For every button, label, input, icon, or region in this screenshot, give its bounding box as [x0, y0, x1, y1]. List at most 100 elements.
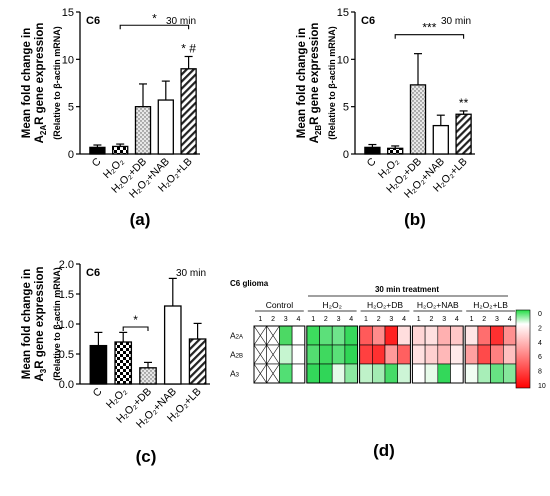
heatmap-cell [331, 363, 346, 384]
column-label: 1 [470, 316, 474, 323]
bar-chart-1: 0 5 10 15 Mean fold change inA2AR gene expre… [21, 7, 200, 229]
y-tick-label: 5 [68, 102, 74, 114]
heatmap-cell [306, 344, 320, 365]
bracket-label: *** [422, 21, 436, 35]
column-label: 1 [364, 316, 368, 323]
column-label: 3 [442, 316, 446, 323]
heatmap-cell [477, 325, 491, 346]
bar [89, 344, 108, 385]
column-label: 4 [455, 316, 459, 323]
column-label: 4 [402, 316, 406, 323]
group-label: H₂O₂ [323, 300, 342, 310]
heatmap-cell [384, 363, 398, 384]
colorbar-tick-label: 0 [538, 311, 542, 318]
heatmap-cell [291, 344, 306, 365]
bar [387, 147, 404, 155]
y-tick-label: 10 [337, 54, 349, 66]
significance-bracket [394, 34, 465, 39]
bar [89, 146, 106, 155]
heatmap-cell [291, 363, 306, 384]
significance-label: ** [459, 96, 469, 110]
heatmap-cell [344, 363, 358, 384]
y-tick-label: 2.0 [59, 259, 74, 271]
row-label: A2B [230, 350, 243, 360]
bar [114, 341, 133, 385]
row-label: A2A [230, 331, 243, 341]
y-axis-label: Mean fold change inA2AR gene expression [21, 23, 48, 144]
missing-mark [266, 363, 280, 384]
heatmap-cell [490, 363, 504, 384]
bar-chart-3: 0.0 0.5 1.0 1.5 2.0 Mean fold change inA3R ge… [21, 259, 210, 466]
category-label: C [91, 385, 105, 399]
heatmap-cell [437, 344, 451, 365]
heatmap-cell [319, 363, 333, 384]
colorbar [515, 309, 531, 389]
panel-label: (d) [373, 441, 395, 460]
significance-bracket [122, 326, 149, 331]
column-label: 1 [417, 316, 421, 323]
colorbar-tick-label: 2 [538, 325, 542, 332]
significance-label: * # [181, 41, 196, 55]
colorbar-tick-label: 6 [538, 354, 542, 361]
heatmap-cell [437, 363, 451, 384]
y-tick-label: 10 [62, 54, 74, 66]
heatmap-cell [279, 363, 293, 384]
y-axis-sublabel: (Relative to β-actin mRNA) [52, 26, 62, 140]
y-tick-label: 1.5 [59, 289, 74, 301]
heatmap-cell [502, 325, 517, 346]
bar [139, 367, 157, 385]
column-label: 2 [271, 316, 275, 323]
column-label: 1 [258, 316, 262, 323]
heatmap-cell [490, 344, 504, 365]
bar [112, 145, 129, 155]
time-label: 30 min [441, 16, 471, 27]
missing-mark [253, 344, 267, 365]
column-label: 2 [324, 316, 328, 323]
time-label: 30 min [176, 268, 206, 279]
heatmap-cell [291, 325, 306, 346]
y-tick-label: 0.0 [59, 379, 74, 391]
y-axis-sublabel: (Relative to β-actin mRNA) [327, 26, 337, 140]
column-label: 1 [311, 316, 315, 323]
heatmap-cell [372, 325, 386, 346]
bar [455, 113, 472, 155]
y-tick-label: 15 [337, 7, 349, 19]
time-label: 30 min [166, 16, 196, 27]
heatmap-cell [424, 344, 439, 365]
missing-mark [253, 325, 267, 346]
heatmap-cell [450, 344, 464, 365]
column-label: 3 [389, 316, 393, 323]
bar [180, 68, 197, 155]
heatmap-cell [344, 325, 358, 346]
column-label: 4 [508, 316, 512, 323]
bar-chart-2: 0 5 10 15 Mean fold change inA2BR gene expre… [296, 7, 475, 229]
group-outline [359, 325, 411, 384]
heatmap-cell [344, 344, 358, 365]
heatmap-cell [331, 325, 346, 346]
group-outline [411, 325, 464, 384]
heatmap-cell [464, 325, 479, 346]
heatmap-cell [306, 325, 320, 346]
column-label: 2 [377, 316, 381, 323]
group-label: H₂O₂+LB [473, 300, 508, 310]
heatmap-cell [450, 325, 464, 346]
category-label: C [365, 155, 379, 169]
heatmap-cell [412, 363, 426, 384]
heatmap-cell [437, 325, 451, 346]
column-label: 3 [337, 316, 341, 323]
bracket-label: * [152, 11, 157, 25]
group-label: H₂O₂+NAB [417, 300, 459, 310]
heatmap-cell [450, 363, 464, 384]
heatmap-cell [424, 325, 439, 346]
colorbar-tick-label: 8 [538, 369, 542, 376]
heatmap-cell [359, 363, 373, 384]
heatmap-cell [359, 325, 373, 346]
cell-line-tag: C6 [86, 267, 100, 279]
heatmap-cell [279, 344, 293, 365]
cell-line-tag: C6 [86, 15, 100, 27]
heatmap-cell [359, 344, 373, 365]
panel-label: (c) [136, 447, 157, 466]
heatmap-cell [319, 344, 333, 365]
bar [432, 124, 449, 155]
